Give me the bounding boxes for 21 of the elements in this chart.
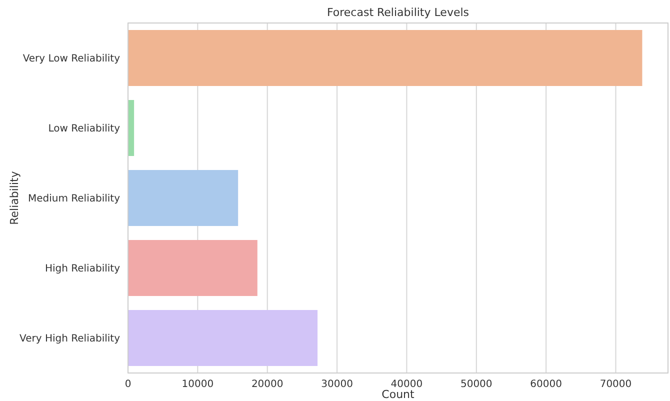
x-tick-label: 10000	[182, 379, 214, 390]
y-tick-label: Medium Reliability	[28, 194, 120, 204]
bar	[128, 310, 318, 366]
bar	[128, 30, 642, 86]
x-tick-label: 50000	[460, 379, 492, 390]
y-tick-label: Very Low Reliability	[22, 54, 120, 64]
bar	[128, 240, 258, 296]
x-tick-label: 40000	[390, 379, 423, 390]
y-axis-title: Reliability	[8, 170, 21, 225]
x-tick-label: 0	[124, 379, 132, 390]
y-tick-label: High Reliability	[44, 264, 120, 274]
y-tick-label: Very High Reliability	[20, 334, 120, 344]
x-axis-title: Count	[382, 388, 416, 401]
bar	[128, 100, 134, 156]
chart-title: Forecast Reliability Levels	[326, 6, 470, 19]
x-tick-label: 60000	[530, 379, 562, 390]
x-tick-label: 70000	[600, 379, 632, 390]
x-tick-label: 20000	[251, 379, 284, 390]
y-tick-label: Low Reliability	[48, 124, 120, 134]
bar	[128, 170, 238, 226]
x-tick-label: 30000	[321, 379, 353, 390]
